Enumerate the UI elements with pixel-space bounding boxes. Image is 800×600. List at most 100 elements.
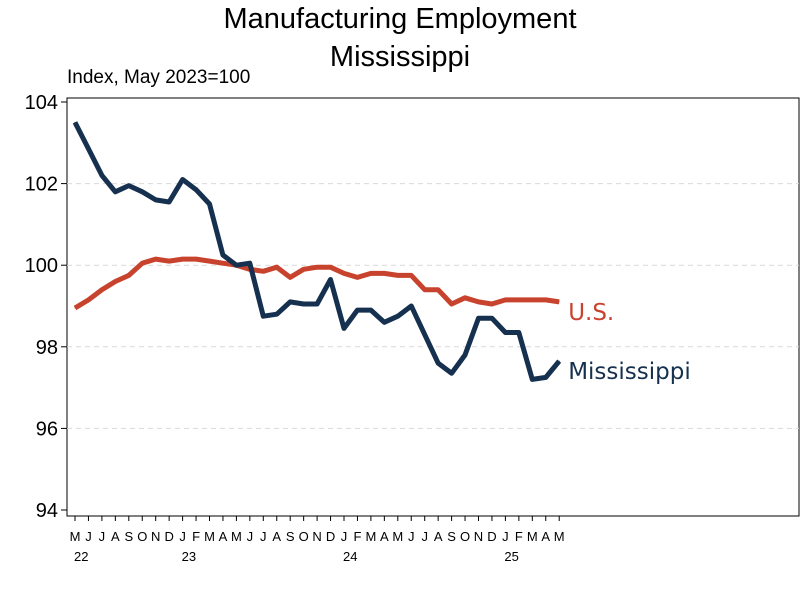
data-point xyxy=(155,199,157,201)
data-point xyxy=(74,121,76,123)
data-point xyxy=(330,278,332,280)
data-point xyxy=(141,262,143,264)
data-point xyxy=(155,258,157,260)
x-tick-label: J xyxy=(421,529,428,544)
series-label-u-s: U.S. xyxy=(568,300,614,326)
data-point xyxy=(343,327,345,329)
data-point xyxy=(410,274,412,276)
series-lines xyxy=(72,121,562,382)
chart-title: Manufacturing Employment xyxy=(223,3,577,35)
data-point xyxy=(410,305,412,307)
y-tick-label: 102 xyxy=(25,174,58,196)
data-point xyxy=(262,315,264,317)
data-point xyxy=(303,303,305,305)
x-tick-label: A xyxy=(380,529,389,544)
data-point xyxy=(383,321,385,323)
y-tick-label: 98 xyxy=(36,337,58,359)
data-point xyxy=(182,258,184,260)
data-point xyxy=(464,354,466,356)
data-point xyxy=(141,191,143,193)
x-tick-label: J xyxy=(85,529,92,544)
data-point xyxy=(330,266,332,268)
data-point xyxy=(383,272,385,274)
data-point xyxy=(114,281,116,283)
x-tick-label: M xyxy=(392,529,403,544)
data-point xyxy=(128,185,130,187)
data-point xyxy=(87,148,89,150)
data-point xyxy=(370,272,372,274)
data-point xyxy=(464,297,466,299)
data-point xyxy=(222,254,224,256)
data-point xyxy=(276,266,278,268)
data-point xyxy=(222,262,224,264)
y-tick-label: 100 xyxy=(25,255,58,277)
data-point xyxy=(128,274,130,276)
x-tick-label: O xyxy=(299,529,309,544)
x-tick-label: S xyxy=(447,529,456,544)
data-point xyxy=(397,315,399,317)
x-tick-label: D xyxy=(487,529,496,544)
x-tick-label: M xyxy=(204,529,215,544)
data-point xyxy=(424,334,426,336)
data-point xyxy=(235,264,237,266)
data-point xyxy=(316,303,318,305)
x-year-label: 22 xyxy=(74,549,88,564)
data-point xyxy=(356,309,358,311)
data-point xyxy=(303,268,305,270)
x-tick-label: D xyxy=(164,529,173,544)
x-tick-label: J xyxy=(179,529,186,544)
y-tick-label: 104 xyxy=(25,92,58,114)
data-point xyxy=(545,376,547,378)
data-point xyxy=(289,301,291,303)
data-point xyxy=(531,299,533,301)
data-point xyxy=(276,313,278,315)
data-point xyxy=(316,266,318,268)
data-point xyxy=(491,303,493,305)
y-axis: 104 102 100 98 96 94 xyxy=(25,92,67,522)
plot-frame xyxy=(66,97,800,517)
y-tick-label: 94 xyxy=(36,500,58,522)
x-tick-label: J xyxy=(99,529,106,544)
data-point xyxy=(195,258,197,260)
data-point xyxy=(504,332,506,334)
x-tick-label: S xyxy=(124,529,133,544)
x-axis: M J J A S O N D J F M A M J J A S O N D J F M A M J J A S O N D J F M A M22 2… xyxy=(70,516,565,564)
y-tick-label: 96 xyxy=(36,418,58,440)
data-point xyxy=(491,317,493,319)
data-point xyxy=(101,174,103,176)
x-tick-label: O xyxy=(137,529,147,544)
x-tick-label: S xyxy=(286,529,295,544)
data-point xyxy=(209,203,210,205)
x-tick-label: F xyxy=(192,529,200,544)
x-tick-label: J xyxy=(502,529,509,544)
data-point xyxy=(424,289,426,291)
x-tick-label: A xyxy=(272,529,281,544)
x-tick-label: A xyxy=(111,529,120,544)
x-tick-label: N xyxy=(151,529,160,544)
data-point xyxy=(518,332,520,334)
x-tick-label: A xyxy=(434,529,443,544)
x-tick-label: N xyxy=(474,529,483,544)
x-tick-label: M xyxy=(554,529,565,544)
chart-subtitle: Mississippi xyxy=(329,41,471,73)
x-tick-label: J xyxy=(341,529,348,544)
data-point xyxy=(209,260,210,262)
x-tick-label: A xyxy=(541,529,550,544)
data-point xyxy=(74,307,76,309)
data-point xyxy=(478,301,479,303)
data-point xyxy=(168,260,170,262)
data-point xyxy=(370,309,372,311)
gridlines xyxy=(67,183,799,429)
data-point xyxy=(558,360,560,362)
x-tick-label: M xyxy=(527,529,538,544)
x-tick-label: J xyxy=(247,529,254,544)
x-tick-label: F xyxy=(353,529,361,544)
data-point xyxy=(343,272,345,274)
x-tick-label: A xyxy=(219,529,228,544)
data-point xyxy=(87,299,89,301)
data-point xyxy=(451,303,453,305)
data-point xyxy=(518,299,520,301)
data-point xyxy=(195,189,197,191)
data-point xyxy=(182,179,184,181)
